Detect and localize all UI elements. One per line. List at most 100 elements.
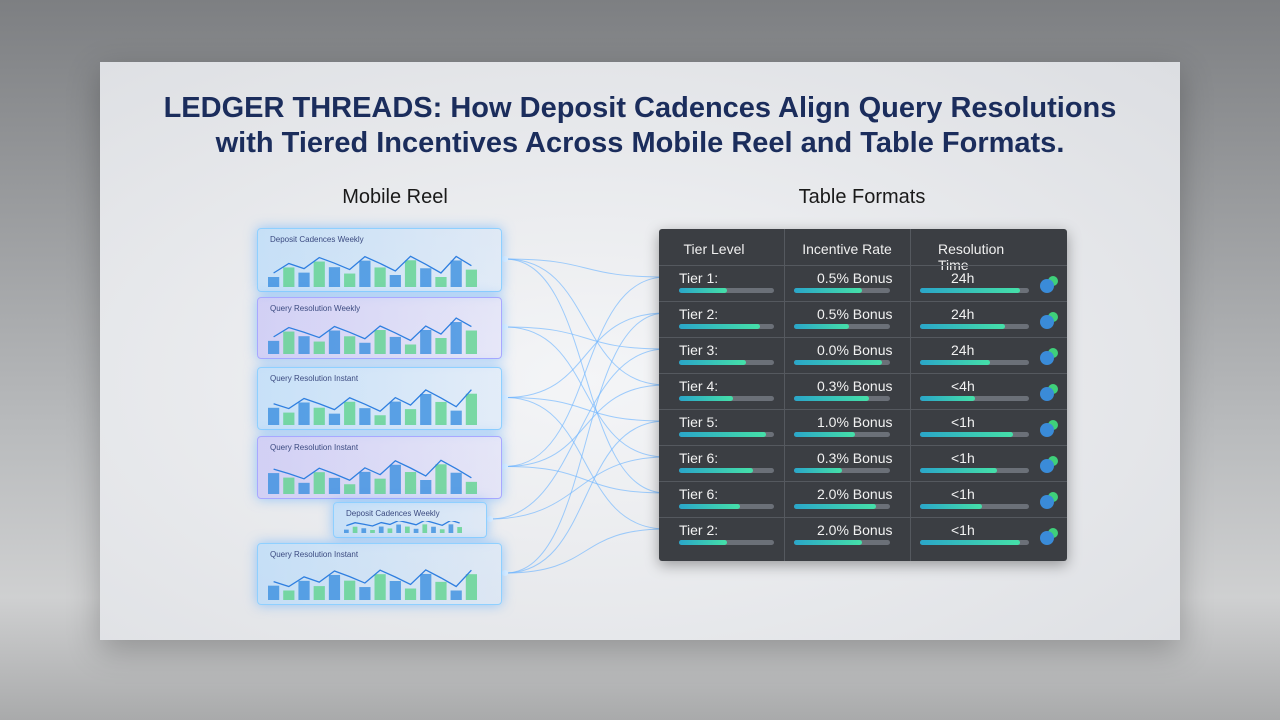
mini-bar	[448, 524, 454, 533]
connector	[489, 456, 667, 520]
connector	[504, 326, 667, 458]
progress-bar	[794, 432, 890, 437]
mini-bar	[396, 524, 401, 533]
connector-dot	[502, 394, 508, 401]
mini-bar	[404, 472, 417, 494]
reel-card: Query Resolution Weekly	[257, 297, 502, 359]
progress-fill	[794, 432, 856, 437]
progress-fill	[679, 324, 760, 329]
mini-trend	[273, 389, 472, 413]
row-divider	[659, 445, 1067, 446]
title-line: with Tiered Incentives Across Mobile Ree…	[215, 127, 1065, 159]
mini-trend	[273, 255, 472, 274]
progress-bar	[794, 396, 890, 401]
table-cell: <1h	[951, 522, 975, 538]
mini-bar	[420, 329, 432, 354]
mini-bar	[374, 267, 386, 287]
table-cell: Tier 1:	[679, 270, 719, 286]
mini-bar	[374, 329, 386, 354]
connector-dot	[502, 256, 508, 262]
row-divider	[659, 301, 1067, 302]
progress-bar	[679, 324, 774, 329]
progress-bar	[679, 504, 774, 509]
mini-bar	[378, 526, 384, 533]
mini-bar	[413, 528, 419, 533]
table-cell: 24h	[951, 342, 975, 358]
card-label: Deposit Cadences Weekly	[346, 509, 440, 518]
mini-bar	[435, 464, 447, 494]
mini-bar	[344, 273, 356, 287]
progress-bar	[679, 540, 774, 545]
connector	[504, 312, 667, 398]
poster: LEDGER THREADS: How Deposit Cadences Ali…	[100, 62, 1180, 640]
mini-bar	[374, 478, 386, 494]
progress-fill	[794, 468, 842, 473]
progress-fill	[794, 288, 863, 293]
progress-fill	[679, 468, 754, 473]
progress-bar	[920, 432, 1029, 437]
mini-bar	[268, 585, 280, 600]
mini-bar	[374, 574, 386, 600]
table-cell: 0.5% Bonus	[817, 270, 893, 286]
table-cell: Tier 6:	[679, 450, 719, 466]
mini-bar	[465, 481, 477, 494]
progress-bar	[794, 468, 890, 473]
progress-fill	[679, 288, 727, 293]
mini-trend	[273, 569, 472, 588]
mini-bar	[283, 412, 295, 425]
mini-bar	[450, 322, 462, 354]
mini-chart	[268, 255, 477, 287]
mini-bar	[389, 581, 401, 600]
mini-bar	[404, 344, 417, 354]
column-header: Incentive Rate	[802, 241, 892, 257]
mini-bar	[328, 477, 341, 494]
mini-bar	[439, 529, 445, 533]
progress-fill	[920, 324, 1006, 329]
mini-bar	[268, 340, 280, 354]
connector-dot	[502, 463, 508, 470]
mini-bar	[435, 401, 447, 425]
mini-bar	[328, 413, 341, 425]
status-icon	[1040, 459, 1054, 473]
mini-bar	[374, 415, 386, 425]
mini-bar	[283, 590, 295, 600]
row-divider	[659, 409, 1067, 410]
card-label: Deposit Cadences Weekly	[270, 235, 364, 244]
mini-bar	[450, 472, 462, 494]
title-line: LEDGER THREADS: How Deposit Cadences Ali…	[163, 92, 1117, 124]
progress-fill	[920, 468, 998, 473]
mini-bar	[313, 341, 325, 354]
row-divider	[659, 373, 1067, 374]
table-cell: Tier 2:	[679, 306, 719, 322]
table-cell: <1h	[951, 414, 975, 430]
mini-bar	[465, 330, 477, 354]
mini-bar	[389, 464, 401, 494]
status-icon	[1040, 279, 1054, 293]
card-label: Query Resolution Instant	[270, 550, 359, 559]
status-icon	[1040, 531, 1054, 545]
mini-bar	[313, 586, 325, 600]
table-cell: Tier 4:	[679, 378, 719, 394]
mini-bar	[457, 527, 462, 533]
table-cell: Tier 5:	[679, 414, 719, 430]
mini-bar	[283, 331, 295, 354]
table-cell: 2.0% Bonus	[817, 486, 893, 502]
mini-bar	[298, 402, 310, 425]
mini-bar	[405, 526, 410, 533]
mini-bar	[352, 526, 358, 533]
table-cell: 2.0% Bonus	[817, 522, 893, 538]
connector	[504, 397, 667, 530]
progress-bar	[679, 468, 774, 473]
mini-bar	[420, 268, 432, 287]
mini-bar	[313, 261, 325, 287]
reel-card: Query Resolution Instant	[257, 367, 502, 430]
row-divider	[659, 337, 1067, 338]
mini-bar	[298, 482, 310, 494]
reel-card: Deposit Cadences Weekly	[257, 228, 502, 292]
progress-fill	[794, 540, 863, 545]
mini-bar	[298, 580, 310, 600]
status-icon	[1040, 495, 1054, 509]
table-cell: Tier 3:	[679, 342, 719, 358]
progress-bar	[920, 288, 1029, 293]
